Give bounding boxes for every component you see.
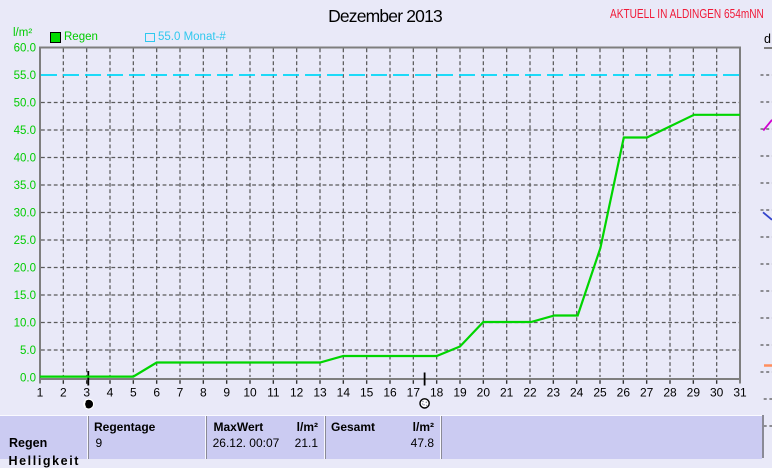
svg-text:60.0: 60.0: [14, 43, 36, 55]
svg-text:24: 24: [570, 386, 584, 400]
svg-text:10.0: 10.0: [14, 318, 36, 330]
svg-text:5.0: 5.0: [20, 345, 36, 357]
svg-text:30.0: 30.0: [14, 208, 36, 220]
svg-text:12: 12: [290, 386, 304, 400]
svg-text:22: 22: [523, 386, 537, 400]
svg-text:4: 4: [107, 386, 114, 400]
svg-text:26: 26: [617, 386, 631, 400]
svg-text:3: 3: [83, 386, 90, 400]
svg-text:31: 31: [733, 386, 747, 400]
svg-text:15: 15: [360, 386, 374, 400]
svg-text:14: 14: [337, 386, 351, 400]
svg-text:23: 23: [547, 386, 561, 400]
svg-text:35.0: 35.0: [14, 180, 36, 192]
svg-text:11: 11: [267, 386, 280, 400]
svg-text:8: 8: [200, 386, 207, 400]
svg-text:27: 27: [640, 386, 654, 400]
svg-text:9: 9: [223, 386, 230, 400]
svg-text:29: 29: [687, 386, 701, 400]
svg-text:30: 30: [710, 386, 724, 400]
svg-text:28: 28: [663, 386, 677, 400]
svg-text:19: 19: [453, 386, 467, 400]
svg-text:6: 6: [153, 386, 160, 400]
svg-text:10: 10: [243, 386, 257, 400]
svg-text:50.0: 50.0: [14, 98, 36, 110]
svg-text:18: 18: [430, 386, 444, 400]
svg-text:d: d: [764, 32, 771, 46]
svg-text:5: 5: [130, 386, 137, 400]
svg-text:17: 17: [407, 386, 421, 400]
svg-text:20: 20: [477, 386, 491, 400]
svg-text:1: 1: [37, 386, 44, 400]
svg-text:16: 16: [383, 386, 397, 400]
svg-text:0.0: 0.0: [20, 373, 36, 385]
svg-text:55.0: 55.0: [14, 70, 36, 82]
svg-text:25.0: 25.0: [14, 235, 36, 247]
svg-text:45.0: 45.0: [14, 125, 36, 137]
svg-text:21: 21: [500, 386, 514, 400]
svg-text:13: 13: [313, 386, 327, 400]
svg-text:25: 25: [593, 386, 607, 400]
svg-text:20.0: 20.0: [14, 263, 36, 275]
svg-text:7: 7: [177, 386, 184, 400]
svg-text:15.0: 15.0: [14, 290, 36, 302]
svg-text:2: 2: [60, 386, 67, 400]
svg-text:40.0: 40.0: [14, 153, 36, 165]
